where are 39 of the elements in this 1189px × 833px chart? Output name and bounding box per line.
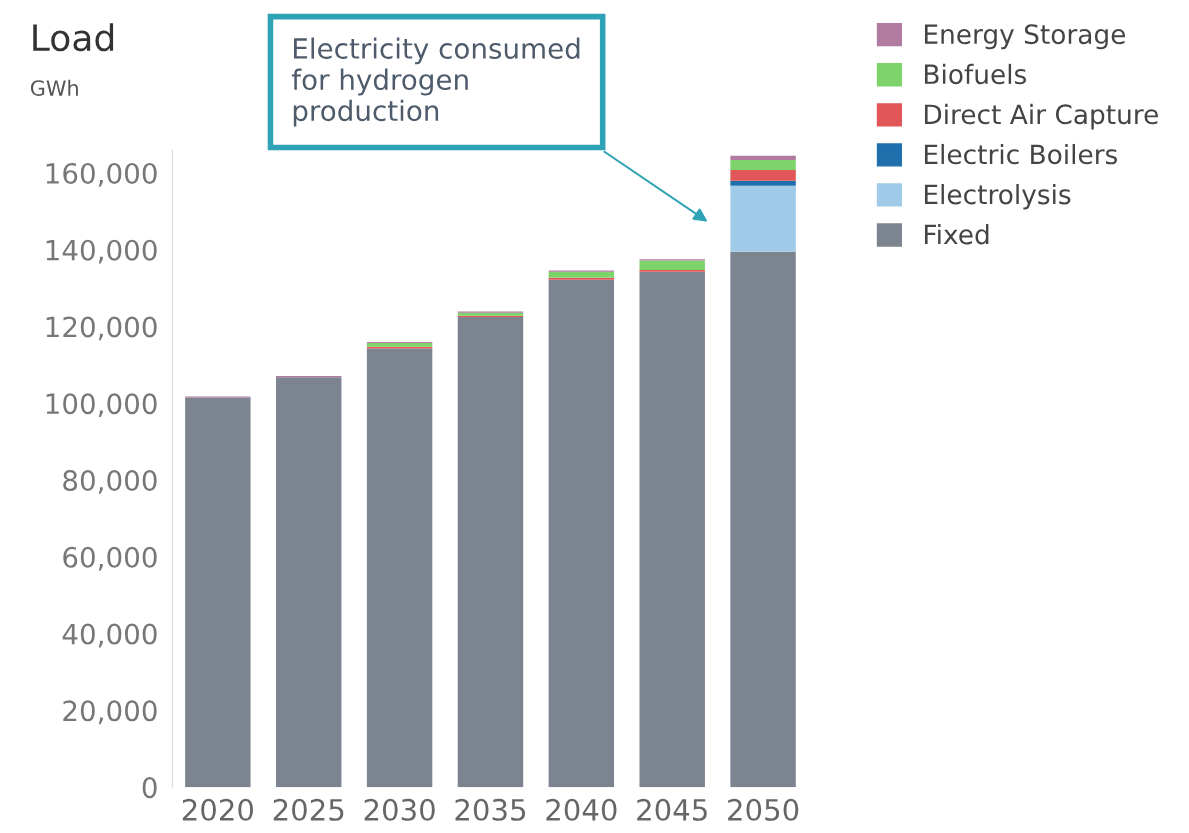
legend-label: Electric Boilers [924, 143, 1118, 165]
bar [730, 159, 796, 170]
x-tick-label: 2025 [273, 798, 344, 821]
bar [639, 271, 705, 788]
legend-label: Fixed [924, 224, 989, 245]
legend-label: Electrolysis [924, 183, 1071, 210]
chart-subtitle: GWh [30, 79, 78, 96]
x-tick-label: 2040 [546, 798, 617, 821]
bar [730, 169, 796, 181]
chart-title: Load [33, 23, 114, 52]
bar [730, 185, 796, 252]
legend-label: Energy Storage [924, 24, 1126, 50]
legend-label: Biofuels [924, 63, 1027, 85]
bar [457, 316, 524, 788]
bar [639, 260, 705, 271]
x-tick-label: 2045 [637, 798, 707, 821]
text: Electricity consumed for hydrogen production [291, 37, 580, 127]
y-tick-label: 100,000 [46, 393, 157, 418]
x-tick-label: 2030 [364, 798, 435, 821]
x-tick-label: 2035 [455, 798, 526, 821]
y-tick-label: 140,000 [46, 239, 157, 264]
y-tick-label: 20,000 [63, 700, 157, 725]
y-tick-label: 40,000 [62, 623, 157, 648]
bar [548, 271, 615, 278]
bar [730, 251, 796, 788]
y-tick-label: 160,000 [46, 162, 157, 187]
bar [548, 279, 615, 788]
bar [276, 377, 342, 788]
bar [366, 348, 433, 788]
y-tick-label: 60,000 [63, 546, 157, 571]
bar [730, 180, 796, 186]
y-tick-label: 80,000 [63, 470, 157, 494]
legend-label: Direct Air Capture [924, 103, 1158, 130]
x-tick-label: 2050 [728, 798, 799, 821]
bar [185, 397, 251, 788]
y-tick-label: 120,000 [46, 316, 157, 341]
x-tick-label: 2020 [182, 798, 254, 821]
y-tick-label: 0 [142, 777, 157, 799]
bar [730, 155, 796, 160]
